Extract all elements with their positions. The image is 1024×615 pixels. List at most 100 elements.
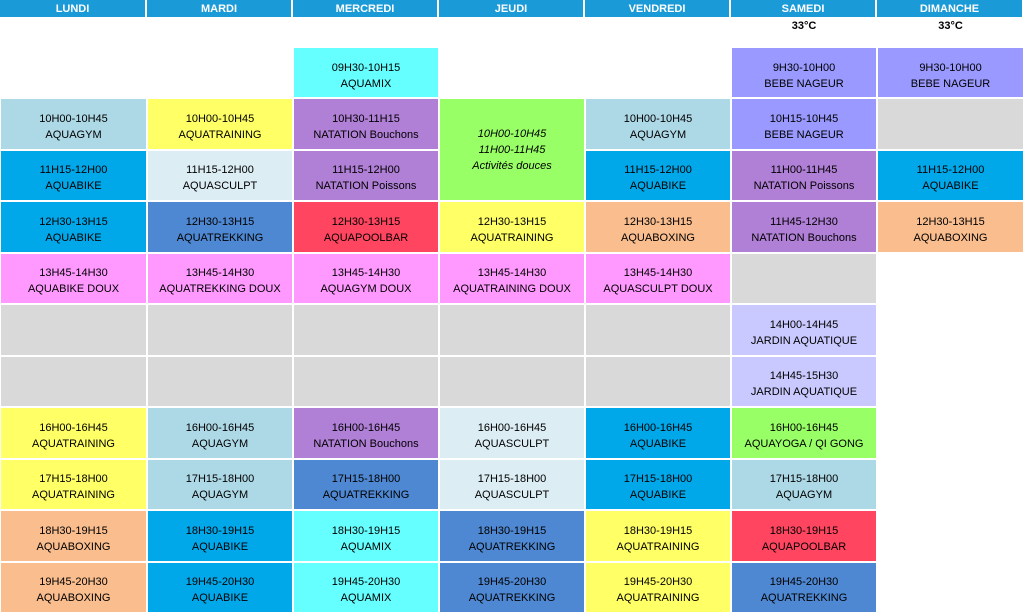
activity-cell: 14H00-14H45 JARDIN AQUATIQUE <box>731 304 877 356</box>
activity-cell: 18H30-19H15 AQUATRAINING <box>585 510 731 562</box>
activity-cell: 9H30-10H00 BEBE NAGEUR <box>877 47 1024 98</box>
activity-name: AQUAGYM DOUX <box>320 283 412 296</box>
empty-slot <box>585 304 731 356</box>
activity-time: 11H15-12H00 <box>332 164 400 177</box>
activity-time: 18H30-19H15 <box>331 524 401 537</box>
activity-time: 12H30-13H15 <box>39 215 108 228</box>
activity-cell: 12H30-13H15 AQUABIKE <box>0 201 147 253</box>
activity-name: AQUABIKE <box>191 540 249 553</box>
activity-name: AQUATREKKING <box>176 231 264 244</box>
day-header-mercredi: MERCREDI <box>293 0 439 17</box>
activity-cell: 19H45-20H30 AQUABOXING <box>0 561 147 613</box>
activity-name: BEBE NAGEUR <box>910 77 991 90</box>
day-header-vendredi: VENDREDI <box>585 0 731 17</box>
activity-cell: 09H30-10H15 AQUAMIX <box>293 47 439 98</box>
activity-time: 12H30-13H15 <box>331 215 401 228</box>
activity-time: 18H30-19H15 <box>185 524 255 537</box>
activity-name: AQUABIKE <box>191 592 249 605</box>
empty-slot <box>147 355 293 407</box>
activity-time: 11H15-12H00 <box>186 164 254 177</box>
activity-name: AQUATRAINING <box>32 437 115 450</box>
activity-name: AQUATRAINING <box>178 128 262 141</box>
activity-name: AQUABIKE <box>629 180 687 193</box>
activity-name: JARDIN AQUATIQUE <box>750 386 858 399</box>
activity-cell: 16H00-16H45 AQUABIKE <box>585 407 731 459</box>
activity-name: BEBE NAGEUR <box>764 77 844 90</box>
activity-name: AQUASCULPT <box>474 437 550 450</box>
activity-time: 16H00-16H45 <box>39 421 108 434</box>
activity-name: AQUASCULPT <box>474 489 550 502</box>
activity-time: 13H45-14H30 <box>185 267 255 280</box>
activity-name: NATATION Poissons <box>315 180 417 193</box>
activity-cell: 13H45-14H30 AQUAGYM DOUX <box>293 252 439 304</box>
day-header-mardi: MARDI <box>147 0 293 17</box>
activity-time: 16H00-16H45 <box>331 421 401 434</box>
activity-name: AQUATREKKING DOUX <box>159 283 281 296</box>
activity-name: AQUATREKKING <box>468 592 556 605</box>
activity-name: AQUABOXING <box>621 231 695 244</box>
empty-slot <box>0 304 147 356</box>
activity-time: 10H00-10H45 <box>623 112 693 125</box>
activity-name: AQUABIKE DOUX <box>27 283 120 296</box>
activity-time: 10H00-10H45 <box>477 127 547 140</box>
activity-time: 17H15-18H00 <box>331 473 401 486</box>
activity-cell: 13H45-14H30 AQUASCULPT DOUX <box>585 252 731 304</box>
activity-cell: 17H15-18H00 AQUAGYM <box>147 458 293 510</box>
activity-time: 11H15-12H00 <box>39 164 108 177</box>
activity-time: 18H30-19H15 <box>769 524 839 537</box>
activity-cell: 11H15-12H00 AQUASCULPT <box>147 149 293 201</box>
activity-time: 14H00-14H45 <box>769 318 839 331</box>
activity-time: 10H30-11H15 <box>332 112 400 125</box>
activity-time: 10H00-10H45 <box>185 112 255 125</box>
activity-name: AQUAGYM <box>191 437 249 450</box>
activity-time: 16H00-16H45 <box>623 421 693 434</box>
activity-cell: 11H15-12H00 AQUABIKE <box>0 149 147 201</box>
activity-time: 16H00-16H45 <box>477 421 547 434</box>
activity-cell: 12H30-13H15 AQUATREKKING <box>147 201 293 253</box>
activity-time: 19H45-20H30 <box>769 576 839 589</box>
activity-name: AQUATREKKING <box>322 489 410 502</box>
activity-cell: 13H45-14H30 AQUABIKE DOUX <box>0 252 147 304</box>
activity-cell: 9H30-10H00 BEBE NAGEUR <box>731 47 877 98</box>
activity-time: 9H30-10H00 <box>919 61 982 74</box>
activity-time: 19H45-20H30 <box>39 576 108 589</box>
empty-slot <box>293 355 439 407</box>
activity-name: AQUAGYM <box>45 128 102 141</box>
activity-name: BEBE NAGEUR <box>764 128 844 141</box>
activity-cell: 10H00-10H45 11H00-11H45 Activités douces <box>439 98 585 201</box>
activity-name: AQUAPOOLBAR <box>323 231 409 244</box>
temperature-dimanche: 33°C <box>938 19 963 32</box>
activity-name: AQUATRAINING <box>470 231 554 244</box>
activity-name: NATATION Bouchons <box>751 231 857 244</box>
activity-name: Activités douces <box>472 159 552 172</box>
activity-time: 12H30-13H15 <box>185 215 255 228</box>
activity-cell: 11H00-11H45 NATATION Poissons <box>731 149 877 201</box>
activity-cell: 17H15-18H00 AQUABIKE <box>585 458 731 510</box>
activity-cell: 13H45-14H30 AQUATREKKING DOUX <box>147 252 293 304</box>
activity-name: AQUABOXING <box>913 231 988 244</box>
activity-time: 13H45-14H30 <box>39 267 108 280</box>
day-header-lundi: LUNDI <box>0 0 147 17</box>
activity-cell: 18H30-19H15 AQUAPOOLBAR <box>731 510 877 562</box>
activity-name: AQUASCULPT DOUX <box>603 283 713 296</box>
empty-slot <box>731 252 877 304</box>
activity-cell: 19H45-20H30 AQUABIKE <box>147 561 293 613</box>
activity-time: 19H45-20H30 <box>331 576 401 589</box>
activity-time: 19H45-20H30 <box>477 576 547 589</box>
activity-time: 19H45-20H30 <box>623 576 693 589</box>
activity-cell: 11H45-12H30 NATATION Bouchons <box>731 201 877 253</box>
activity-name: AQUATRAINING <box>32 489 115 502</box>
activity-time: 12H30-13H15 <box>916 215 985 228</box>
activity-time: 11H00-11H45 <box>770 164 838 177</box>
activity-cell: 16H00-16H45 AQUATRAINING <box>0 407 147 459</box>
activity-cell: 18H30-19H15 AQUABOXING <box>0 510 147 562</box>
activity-time: 13H45-14H30 <box>331 267 401 280</box>
activity-name: AQUAGYM <box>191 489 249 502</box>
activity-cell: 16H00-16H45 AQUAGYM <box>147 407 293 459</box>
activity-name: AQUATRAINING <box>616 592 700 605</box>
activity-time: 16H00-16H45 <box>185 421 255 434</box>
activity-name: AQUATRAINING DOUX <box>453 283 571 296</box>
activity-name: AQUASCULPT <box>182 180 258 193</box>
activity-cell: 11H15-12H00 NATATION Poissons <box>293 149 439 201</box>
